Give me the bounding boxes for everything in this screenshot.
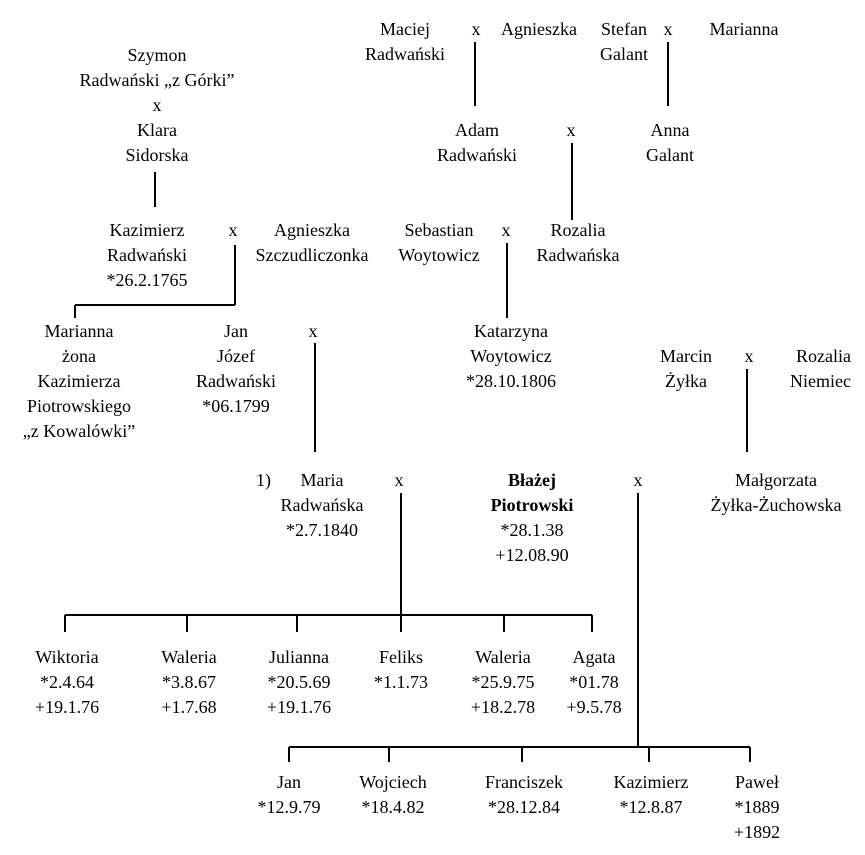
person-marianna-2: Marianna żona Kazimierza Piotrowskiego „… [22, 321, 136, 441]
marriage-symbol: x [663, 19, 673, 39]
marriage-symbol: x [308, 321, 318, 341]
marriage-symbol: x [228, 220, 238, 240]
person-kazimierz-2: Kazimierz *12.8.87 [613, 772, 689, 817]
person-agata: Agata *01.78 +9.5.78 [566, 647, 622, 717]
person-franciszek: Franciszek *28.12.84 [485, 772, 563, 817]
marriage-symbol: x [566, 120, 576, 140]
spouse-order-marker: 1) [256, 470, 271, 490]
person-agnieszka-2: Agnieszka Szczudliczonka [255, 220, 369, 265]
person-adam: Adam Radwański [437, 120, 517, 165]
person-rozalia-1: Rozalia Radwańska [536, 220, 620, 265]
person-stefan: Stefan Galant [600, 19, 648, 64]
marriage-symbol: x [633, 470, 643, 490]
person-pawel: Paweł *1889 +1892 [733, 772, 781, 842]
person-anna: Anna Galant [646, 120, 694, 165]
person-wojciech: Wojciech *18.4.82 [359, 772, 427, 817]
person-maria: Maria Radwańska *2.7.1840 [280, 470, 364, 540]
person-malgorzata: Małgorzata Żyłka-Żuchowska [710, 470, 842, 515]
person-kazimierz-1: Kazimierz Radwański *26.2.1765 [106, 220, 188, 290]
person-blazej: Błażej Piotrowski *28.1.38 +12.08.90 [490, 470, 574, 565]
person-jan-2: Jan *12.9.79 [257, 772, 321, 817]
person-katarzyna: Katarzyna Woytowicz *28.10.1806 [466, 321, 556, 391]
marriage-symbol: x [501, 220, 511, 240]
marriage-symbol: x [471, 19, 481, 39]
person-julianna: Julianna *20.5.69 +19.1.76 [266, 647, 332, 717]
marriage-symbol: x [394, 470, 404, 490]
person-szymon-klara: Szymon Radwański „z Górki” x Klara Sidor… [79, 45, 235, 165]
person-wiktoria: Wiktoria *2.4.64 +19.1.76 [34, 647, 100, 717]
marriage-symbol: x [744, 346, 754, 366]
person-maciej: Maciej Radwański [365, 19, 445, 64]
person-rozalia-2: Rozalia Niemiec [790, 346, 851, 391]
person-jan-jozef: Jan Józef Radwański *06.1799 [196, 321, 276, 416]
person-waleria-2: Waleria *25.9.75 +18.2.78 [470, 647, 536, 717]
person-marianna-1: Marianna [709, 19, 779, 39]
person-marcin: Marcin Żyłka [660, 346, 712, 391]
person-waleria-1: Waleria *3.8.67 +1.7.68 [161, 647, 217, 717]
person-feliks: Feliks *1.1.73 [374, 647, 428, 692]
person-sebastian: Sebastian Woytowicz [398, 220, 480, 265]
person-agnieszka-1: Agnieszka [501, 19, 577, 39]
